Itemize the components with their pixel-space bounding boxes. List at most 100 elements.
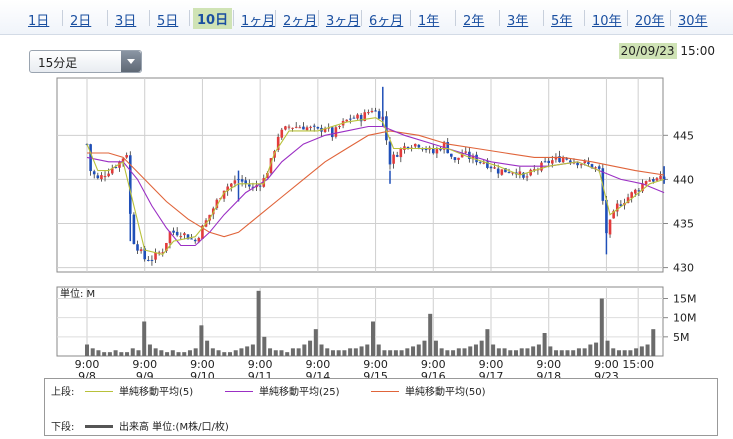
candle-body [323, 128, 327, 132]
volume-bar [622, 350, 627, 356]
candle-body [334, 127, 338, 137]
chevron-down-icon[interactable] [121, 51, 141, 72]
candle-body [330, 127, 334, 138]
candle-body [349, 118, 352, 120]
x-tick-time: 9:00 [190, 358, 215, 371]
candle-body [280, 129, 284, 138]
volume-bar [393, 350, 398, 356]
candle-body [363, 112, 367, 121]
candle-body [435, 149, 439, 154]
legend-ma50-label: 単純移動平均(50) [405, 387, 486, 398]
candle-body [583, 161, 587, 164]
tab-10[interactable]: 1年 [418, 14, 440, 29]
tab-16[interactable]: 30年 [678, 14, 708, 29]
candle-body [107, 173, 110, 177]
x-tick-time: 9:00 [363, 358, 388, 371]
volume-bar [536, 344, 541, 356]
candle-body [352, 117, 356, 119]
tab-separator [410, 10, 411, 26]
candle-body [608, 219, 612, 235]
candle-body [359, 114, 363, 122]
candle-body [504, 168, 507, 173]
tab-7[interactable]: 2ヶ月 [283, 14, 318, 29]
volume-bar [531, 346, 536, 356]
candle-body [316, 126, 320, 129]
candle-body [507, 172, 511, 174]
volume-bar [565, 350, 570, 356]
tab-9[interactable]: 6ヶ月 [369, 14, 404, 29]
volume-tick-label: 10M [673, 312, 697, 325]
volume-bar [262, 336, 267, 356]
volume-bar [428, 313, 433, 356]
tab-5[interactable]: 10日 [193, 8, 233, 29]
candle-body [652, 179, 655, 182]
candle-body [442, 141, 446, 150]
candle-body [125, 155, 128, 158]
tab-12[interactable]: 3年 [507, 14, 529, 29]
candle-body [150, 259, 154, 261]
candle-body [457, 157, 460, 160]
volume-bar [502, 348, 507, 356]
volume-bar [279, 350, 284, 356]
price-tick-label: 440 [673, 173, 694, 186]
tab-1[interactable]: 1日 [28, 14, 50, 29]
candle-body [532, 169, 536, 171]
volume-bar [130, 348, 135, 356]
candle-body [154, 252, 157, 260]
candle-body [558, 156, 561, 163]
candle-body [500, 169, 504, 175]
candle-body [413, 143, 417, 147]
legend-lower-label: 下段: [51, 422, 75, 433]
volume-bar [119, 352, 124, 356]
tab-6[interactable]: 1ヶ月 [241, 14, 276, 29]
volume-bar [342, 350, 347, 356]
volume-panel-frame [56, 286, 664, 357]
legend-ma5-swatch [85, 391, 113, 392]
volume-bar [256, 290, 261, 356]
tab-separator [584, 10, 585, 26]
tab-3[interactable]: 3日 [115, 14, 137, 29]
volume-bar [491, 344, 496, 356]
tab-separator [318, 10, 319, 26]
candle-body [287, 126, 291, 128]
candle-body [305, 127, 309, 131]
legend-volume-label: 出来高 単位:(M株/口/枚) [119, 422, 229, 433]
candle-body [525, 176, 529, 178]
candle-body [518, 171, 522, 175]
ma50-line [87, 130, 665, 238]
candle-body [168, 231, 172, 244]
candle-body [475, 154, 478, 163]
tab-14[interactable]: 10年 [592, 14, 622, 29]
tab-8[interactable]: 3ヶ月 [326, 14, 361, 29]
volume-bar [571, 350, 576, 356]
candle-body [215, 199, 219, 209]
volume-bar [416, 344, 421, 356]
volume-bar [290, 348, 295, 356]
tab-11[interactable]: 2年 [463, 14, 485, 29]
interval-select[interactable]: 15分足 [29, 50, 142, 73]
candle-body [565, 158, 569, 160]
tab-separator [670, 10, 671, 26]
price-tick-label: 430 [673, 262, 694, 275]
tab-2[interactable]: 2日 [70, 14, 92, 29]
candle-body [139, 249, 143, 252]
volume-bar [125, 352, 130, 356]
candle-body [511, 172, 514, 174]
tab-separator [189, 10, 190, 26]
tab-15[interactable]: 20年 [635, 14, 665, 29]
volume-bar [96, 350, 101, 356]
candle-body [92, 171, 96, 175]
volume-bar [210, 348, 215, 356]
candle-body [590, 164, 594, 169]
volume-bar [422, 340, 427, 356]
candle-body [338, 126, 341, 128]
candle-body [302, 126, 305, 130]
tab-13[interactable]: 5年 [551, 14, 573, 29]
candle-body [554, 156, 558, 160]
tab-4[interactable]: 5日 [157, 14, 179, 29]
candle-body [172, 230, 175, 233]
volume-bar [462, 348, 467, 356]
candle-body [587, 162, 590, 165]
candle-body [637, 190, 641, 192]
